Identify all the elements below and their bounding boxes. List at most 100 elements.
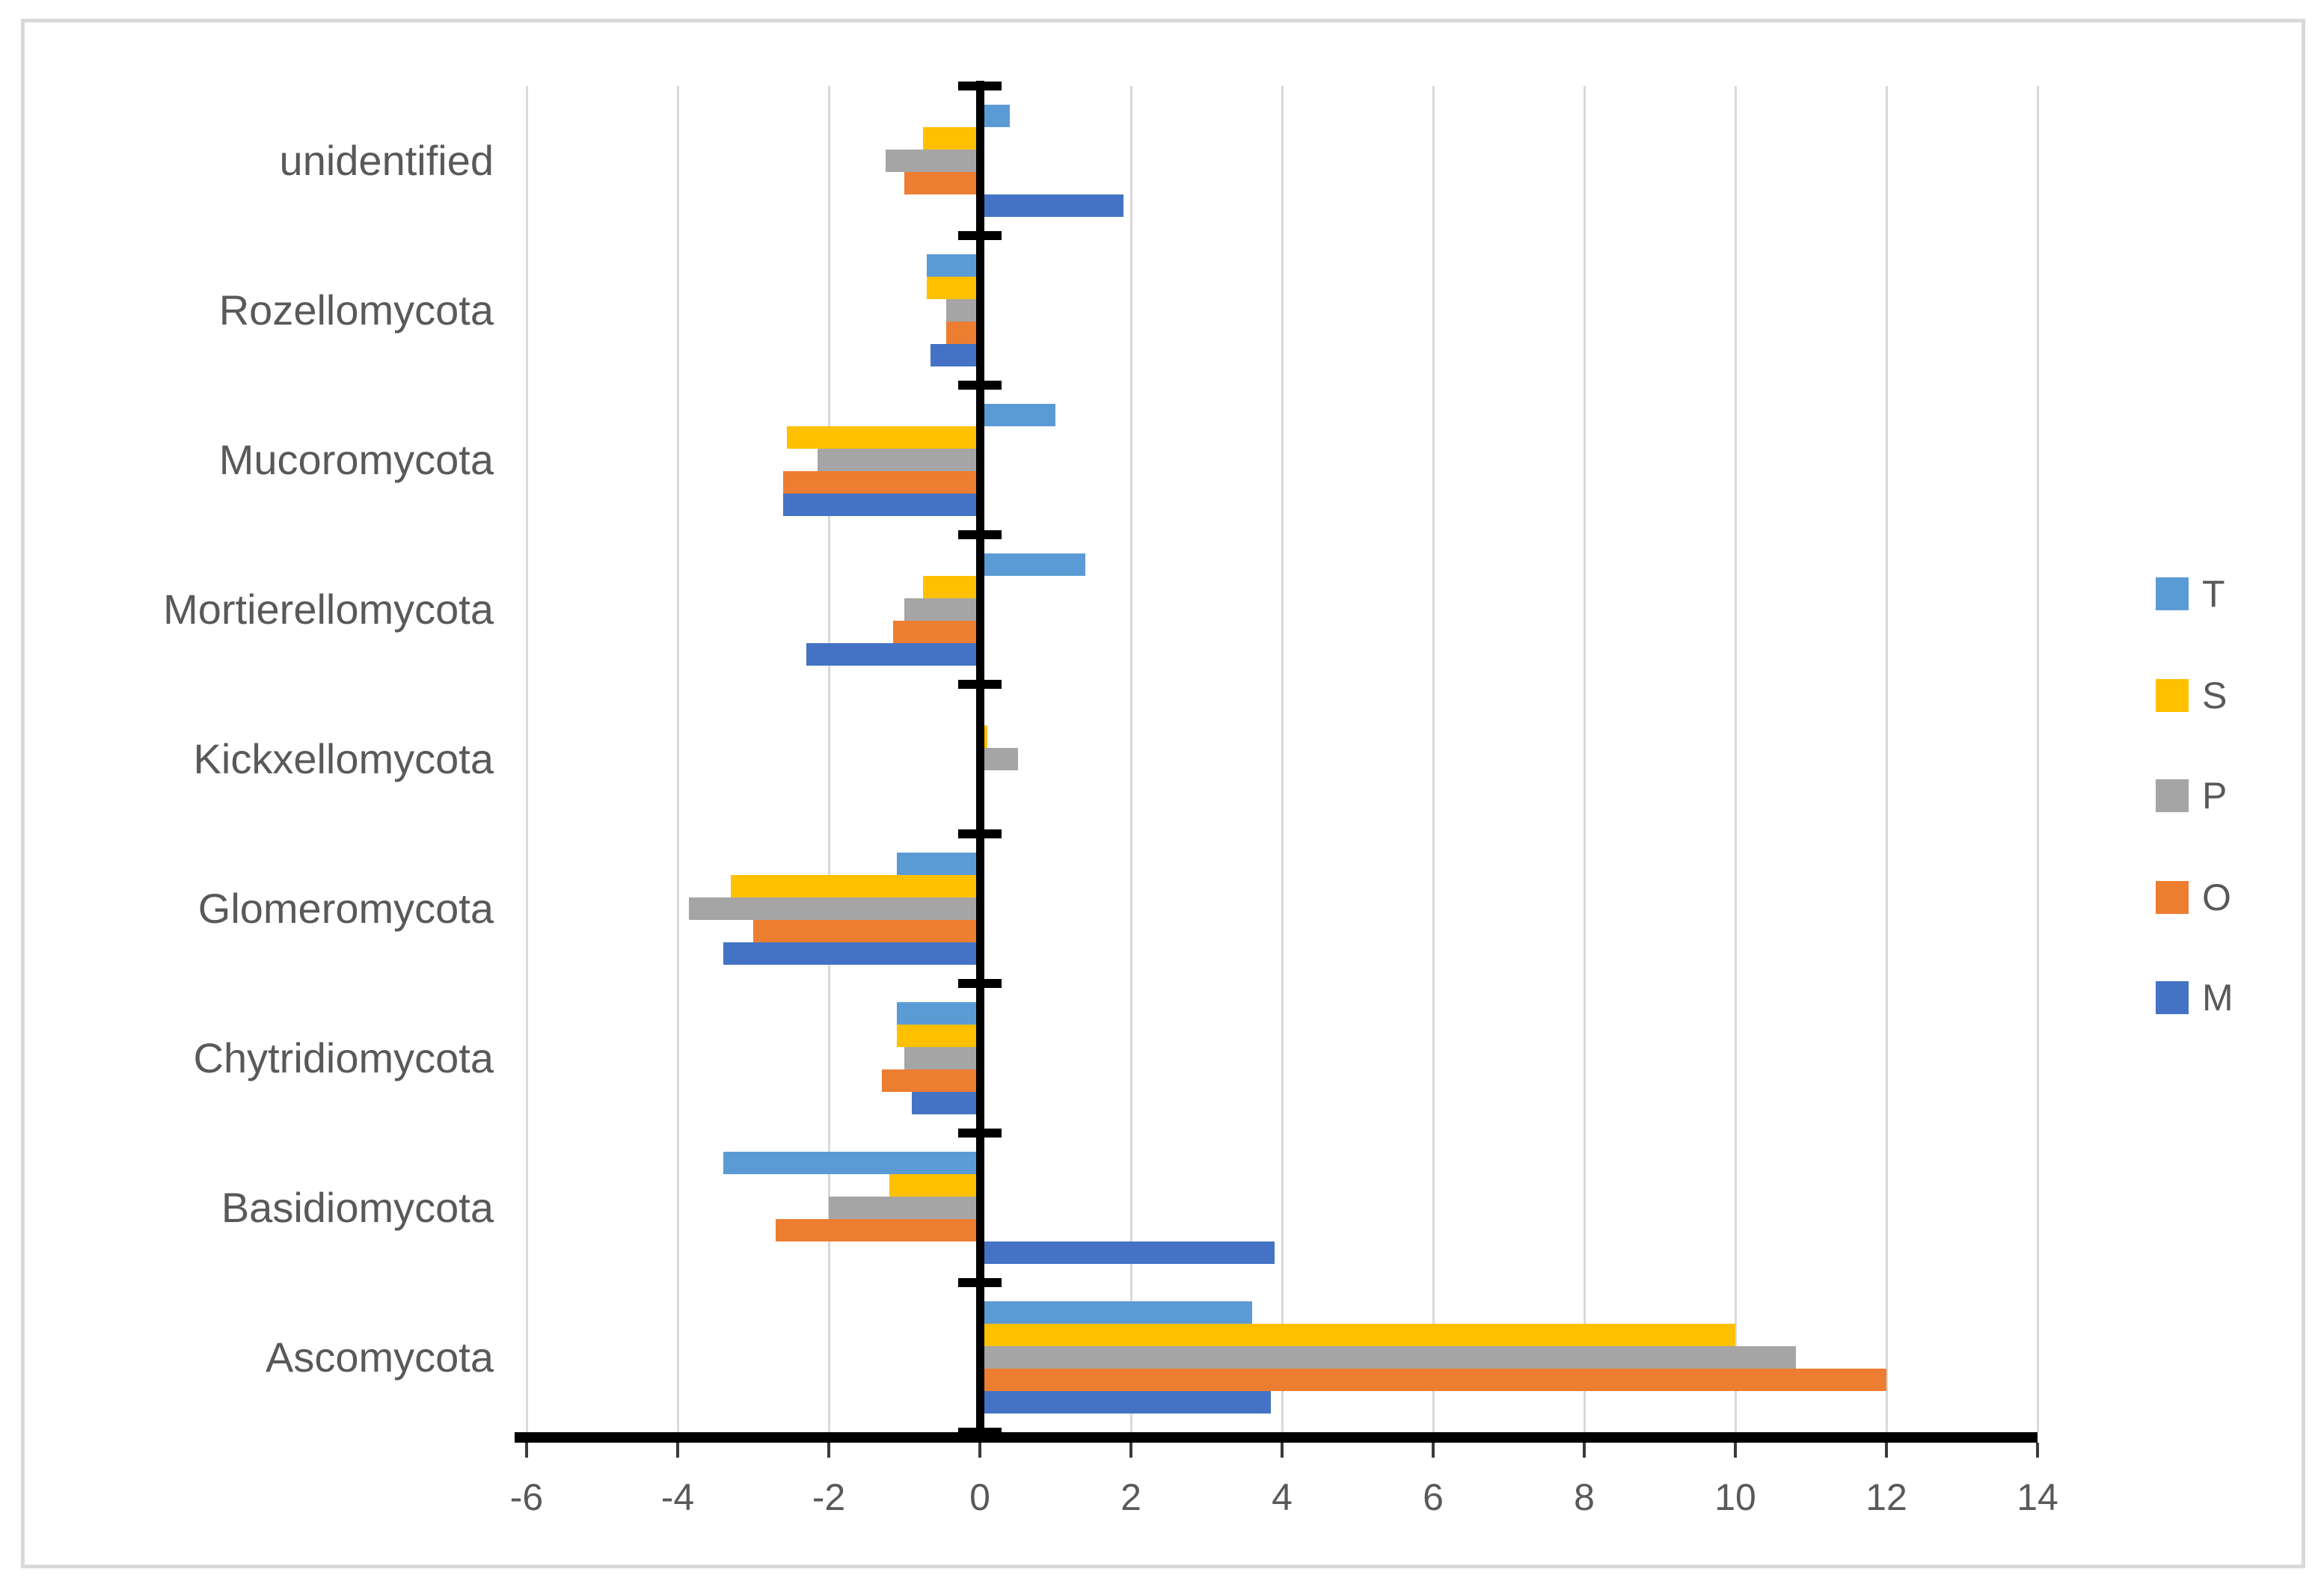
gridline-x--2: [827, 86, 830, 1432]
bar-p-basidiomycota: [829, 1197, 980, 1219]
x-axis-tick--6: [525, 1443, 528, 1458]
category-axis-tick: [958, 979, 1002, 988]
bar-t-ascomycota: [980, 1301, 1252, 1324]
legend-swatch-o: [2156, 881, 2189, 914]
bar-o-chytridiomycota: [881, 1069, 980, 1092]
x-axis-tick-0: [978, 1443, 981, 1458]
bar-t-mucoromycota: [980, 404, 1055, 426]
gridline-x-14: [2036, 86, 2039, 1432]
bar-t-glomeromycota: [896, 853, 980, 875]
bar-p-unidentified: [885, 150, 980, 172]
category-axis-tick: [958, 680, 1002, 689]
x-tick-label: 12: [1865, 1476, 1907, 1518]
bar-s-mortierellomycota: [923, 576, 980, 598]
x-tick-label: 14: [2017, 1476, 2058, 1518]
x-tick-label: -2: [812, 1476, 846, 1518]
x-axis-tick-14: [2036, 1443, 2039, 1458]
category-axis-tick: [958, 1278, 1002, 1287]
bar-m-basidiomycota: [980, 1241, 1275, 1264]
bar-t-unidentified: [980, 105, 1011, 127]
legend-label-s: S: [2202, 675, 2228, 716]
legend-label-t: T: [2202, 573, 2225, 615]
bar-p-kickxellomycota: [980, 748, 1018, 770]
bar-s-mucoromycota: [787, 426, 980, 449]
x-axis-tick-6: [1432, 1443, 1435, 1458]
gridline-x-12: [1885, 86, 1888, 1432]
legend-label-p: P: [2202, 775, 2228, 817]
bar-p-mortierellomycota: [904, 598, 980, 621]
bar-t-rozellomycota: [927, 254, 980, 277]
x-axis-tick--2: [827, 1443, 830, 1458]
x-tick-label: -6: [509, 1476, 544, 1518]
bar-s-glomeromycota: [730, 875, 980, 897]
gridline-x--4: [676, 86, 679, 1432]
category-label: Chytridiomycota: [193, 1034, 494, 1081]
legend-label-m: M: [2202, 977, 2233, 1019]
bar-p-rozellomycota: [945, 299, 980, 322]
gridline-x--6: [525, 86, 528, 1432]
x-tick-label: 0: [969, 1476, 990, 1518]
x-axis-tick-12: [1885, 1443, 1888, 1458]
category-label: unidentified: [279, 137, 494, 184]
category-axis-tick: [958, 530, 1002, 539]
bar-s-rozellomycota: [927, 277, 980, 299]
x-axis-tick-10: [1734, 1443, 1737, 1458]
legend-swatch-m: [2156, 981, 2189, 1014]
x-tick-label: 6: [1423, 1476, 1444, 1518]
category-label: Glomeromycota: [197, 885, 494, 932]
gridline-x-6: [1432, 86, 1435, 1432]
bar-m-ascomycota: [980, 1391, 1271, 1413]
bar-m-mortierellomycota: [806, 643, 980, 666]
bar-o-ascomycota: [980, 1369, 1886, 1391]
bar-s-basidiomycota: [889, 1174, 980, 1197]
bar-p-glomeromycota: [689, 897, 980, 920]
bar-p-ascomycota: [980, 1346, 1796, 1369]
bar-o-glomeromycota: [753, 920, 980, 942]
legend-label-o: O: [2202, 877, 2231, 918]
bar-s-chytridiomycota: [896, 1025, 980, 1047]
bar-p-chytridiomycota: [904, 1047, 980, 1069]
gridline-x-8: [1583, 86, 1586, 1432]
category-axis-tick: [958, 231, 1002, 240]
bar-p-mucoromycota: [817, 449, 980, 471]
bar-t-basidiomycota: [723, 1152, 980, 1174]
bar-o-rozellomycota: [945, 322, 980, 344]
bar-o-mucoromycota: [783, 471, 980, 494]
x-axis-tick-8: [1583, 1443, 1586, 1458]
category-axis-tick: [958, 1129, 1002, 1138]
x-tick-label: 2: [1120, 1476, 1141, 1518]
bar-s-ascomycota: [980, 1324, 1735, 1346]
bar-m-glomeromycota: [723, 942, 980, 965]
category-label: Mortierellomycota: [163, 586, 494, 633]
bar-m-chytridiomycota: [912, 1092, 980, 1114]
category-axis-line: [975, 81, 984, 1443]
bar-o-mortierellomycota: [892, 621, 980, 643]
x-tick-label: 8: [1574, 1476, 1595, 1518]
bar-o-basidiomycota: [776, 1219, 980, 1241]
category-axis-tick: [958, 82, 1002, 90]
bar-m-mucoromycota: [783, 494, 980, 516]
x-axis-tick--4: [676, 1443, 679, 1458]
x-tick-label: -4: [660, 1476, 695, 1518]
category-label: Basidiomycota: [221, 1184, 494, 1231]
x-axis-tick-2: [1129, 1443, 1132, 1458]
category-label: Rozellomycota: [218, 286, 494, 334]
category-axis-tick: [958, 381, 1002, 390]
gridline-x-2: [1129, 86, 1132, 1432]
category-axis-tick: [958, 829, 1002, 838]
bar-o-unidentified: [904, 172, 980, 194]
bar-s-unidentified: [923, 127, 980, 150]
x-tick-label: 4: [1272, 1476, 1293, 1518]
bar-t-chytridiomycota: [896, 1002, 980, 1025]
gridline-x-4: [1281, 86, 1284, 1432]
legend-swatch-t: [2156, 577, 2189, 610]
x-tick-label: 10: [1714, 1476, 1756, 1518]
bar-m-unidentified: [980, 194, 1123, 217]
category-label: Mucoromycota: [218, 436, 494, 483]
gridline-x-10: [1734, 86, 1737, 1432]
bar-m-rozellomycota: [930, 344, 980, 366]
category-label: Kickxellomycota: [193, 735, 494, 782]
category-label: Ascomycota: [266, 1333, 494, 1381]
bar-t-mortierellomycota: [980, 553, 1086, 576]
